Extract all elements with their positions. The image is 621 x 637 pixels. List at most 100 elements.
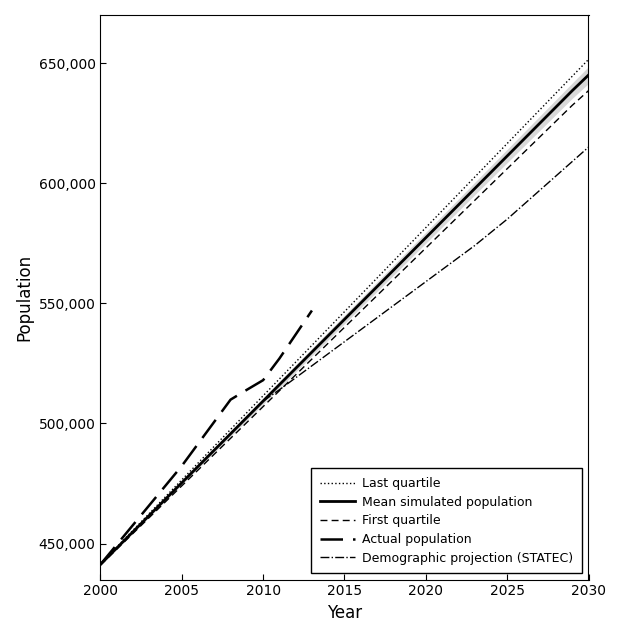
- First quartile: [487, 181, 494, 189]
- Line: Mean simulated population: Mean simulated population: [101, 75, 589, 564]
- Mean simulated population: [568, 87, 576, 94]
- Actual population: [113, 541, 120, 548]
- Actual population: [308, 306, 315, 314]
- Mean simulated population: [113, 544, 120, 552]
- First quartile: [276, 387, 283, 394]
- First quartile: [113, 545, 120, 553]
- Mean simulated population: [324, 332, 332, 340]
- Demographic projection (STATEC): [536, 187, 543, 194]
- Demographic projection (STATEC): [292, 374, 299, 382]
- Last quartile: [324, 325, 332, 333]
- First quartile: [178, 482, 186, 490]
- Line: Actual population: Actual population: [101, 310, 312, 564]
- Actual population: [292, 331, 299, 338]
- First quartile: [568, 101, 576, 109]
- Line: Demographic projection (STATEC): Demographic projection (STATEC): [263, 147, 589, 401]
- Mean simulated population: [406, 250, 413, 258]
- Actual population: [129, 521, 137, 529]
- First quartile: [406, 260, 413, 268]
- Demographic projection (STATEC): [520, 201, 527, 209]
- First quartile: [552, 117, 560, 125]
- Demographic projection (STATEC): [276, 386, 283, 394]
- First quartile: [357, 308, 365, 315]
- Mean simulated population: [585, 71, 592, 79]
- Actual population: [145, 501, 153, 509]
- Line: First quartile: First quartile: [101, 90, 589, 565]
- Last quartile: [487, 157, 494, 164]
- Demographic projection (STATEC): [422, 278, 430, 285]
- Last quartile: [341, 308, 348, 315]
- Mean simulated population: [211, 447, 218, 454]
- Demographic projection (STATEC): [357, 326, 365, 334]
- Demographic projection (STATEC): [487, 229, 494, 236]
- Last quartile: [145, 510, 153, 517]
- Last quartile: [260, 392, 267, 399]
- First quartile: [260, 403, 267, 410]
- Mean simulated population: [227, 430, 234, 438]
- Mean simulated population: [357, 299, 365, 307]
- First quartile: [520, 149, 527, 157]
- Demographic projection (STATEC): [552, 172, 560, 180]
- First quartile: [211, 450, 218, 458]
- Last quartile: [471, 173, 478, 181]
- Last quartile: [389, 257, 397, 265]
- Last quartile: [373, 275, 381, 282]
- Demographic projection (STATEC): [341, 338, 348, 345]
- Mean simulated population: [373, 283, 381, 290]
- First quartile: [145, 514, 153, 522]
- Last quartile: [406, 241, 413, 248]
- Last quartile: [97, 560, 104, 568]
- Line: Last quartile: Last quartile: [101, 59, 589, 564]
- First quartile: [438, 228, 446, 236]
- First quartile: [422, 244, 430, 252]
- Mean simulated population: [194, 462, 202, 470]
- Last quartile: [455, 190, 462, 198]
- Demographic projection (STATEC): [260, 397, 267, 405]
- Last quartile: [357, 291, 365, 299]
- Last quartile: [161, 493, 169, 501]
- Mean simulated population: [552, 103, 560, 111]
- Last quartile: [292, 359, 299, 366]
- Last quartile: [129, 527, 137, 534]
- Actual population: [97, 561, 104, 568]
- Actual population: [243, 386, 250, 394]
- Mean simulated population: [504, 152, 511, 160]
- Last quartile: [552, 89, 560, 97]
- Actual population: [276, 355, 283, 362]
- Mean simulated population: [422, 234, 430, 241]
- Mean simulated population: [455, 201, 462, 209]
- Actual population: [211, 418, 218, 426]
- First quartile: [227, 434, 234, 442]
- Mean simulated population: [389, 266, 397, 274]
- Last quartile: [520, 123, 527, 131]
- First quartile: [585, 87, 592, 94]
- First quartile: [373, 292, 381, 299]
- First quartile: [97, 561, 104, 569]
- Last quartile: [113, 543, 120, 551]
- Mean simulated population: [276, 381, 283, 389]
- First quartile: [504, 165, 511, 173]
- Mean simulated population: [520, 136, 527, 143]
- Last quartile: [422, 224, 430, 231]
- Actual population: [161, 482, 169, 489]
- Last quartile: [536, 106, 543, 114]
- Mean simulated population: [129, 528, 137, 536]
- First quartile: [194, 466, 202, 474]
- Last quartile: [194, 459, 202, 467]
- Mean simulated population: [471, 185, 478, 192]
- First quartile: [341, 324, 348, 331]
- First quartile: [243, 419, 250, 426]
- Demographic projection (STATEC): [406, 290, 413, 297]
- Demographic projection (STATEC): [389, 302, 397, 310]
- First quartile: [308, 355, 315, 363]
- Mean simulated population: [145, 512, 153, 519]
- Mean simulated population: [438, 218, 446, 225]
- First quartile: [471, 197, 478, 204]
- First quartile: [389, 276, 397, 283]
- Demographic projection (STATEC): [324, 350, 332, 357]
- X-axis label: Year: Year: [327, 604, 362, 622]
- Demographic projection (STATEC): [568, 158, 576, 166]
- Demographic projection (STATEC): [471, 242, 478, 250]
- Last quartile: [308, 341, 315, 349]
- First quartile: [161, 498, 169, 506]
